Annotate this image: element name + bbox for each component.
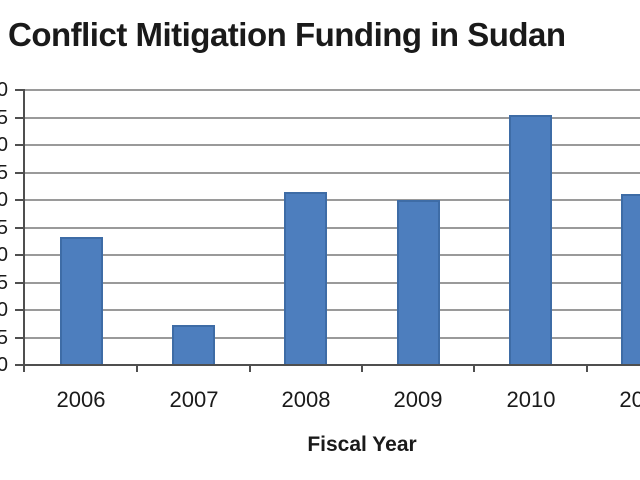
y-axis-tick: [15, 309, 25, 311]
gridline: [23, 172, 640, 174]
y-axis-tick: [15, 172, 25, 174]
gridline: [23, 282, 640, 284]
x-tick-label: 2006: [56, 387, 106, 412]
y-tick-label: 45: [0, 107, 8, 129]
x-tick-label: 2011: [619, 387, 640, 412]
y-tick-label: 40: [0, 134, 8, 156]
gridline: [23, 254, 640, 256]
chart-title: Conflict Mitigation Funding in Sudan: [8, 16, 566, 53]
y-tick-label: 15: [0, 272, 8, 294]
bar: [172, 325, 215, 365]
x-axis-title: Fiscal Year: [307, 433, 417, 456]
bar: [509, 115, 552, 365]
x-axis-line: [23, 364, 640, 366]
y-axis-tick: [15, 199, 25, 201]
x-axis-tick: [586, 366, 588, 372]
bar: [60, 237, 103, 365]
x-tick-label: 2008: [281, 387, 331, 412]
y-axis-tick: [15, 364, 25, 366]
y-axis-line: [23, 90, 25, 372]
bar: [284, 192, 327, 365]
y-tick-label: 25: [0, 217, 8, 239]
y-axis-tick: [15, 282, 25, 284]
y-tick-label: 35: [0, 162, 8, 184]
x-axis-tick: [361, 366, 363, 372]
y-axis-tick: [15, 117, 25, 119]
x-tick-label: 2010: [506, 387, 556, 412]
y-tick-label: 10: [0, 299, 8, 321]
x-tick-label: 2007: [169, 387, 219, 412]
x-axis-tick: [136, 366, 138, 372]
y-axis-tick: [15, 254, 25, 256]
y-axis-tick: [15, 144, 25, 146]
gridline: [23, 144, 640, 146]
gridline: [23, 117, 640, 119]
y-tick-label: 30: [0, 189, 8, 211]
x-axis-tick: [473, 366, 475, 372]
gridline: [23, 199, 640, 201]
y-tick-label: 50: [0, 79, 8, 101]
gridline: [23, 89, 640, 91]
y-axis-tick: [15, 227, 25, 229]
gridline: [23, 309, 640, 311]
y-tick-label: 5: [0, 327, 8, 349]
x-tick-label: 2009: [393, 387, 443, 412]
y-tick-label: 20: [0, 244, 8, 266]
y-tick-label: 0: [0, 354, 8, 376]
x-axis-tick: [249, 366, 251, 372]
bar: [397, 200, 440, 365]
y-axis-tick: [15, 337, 25, 339]
y-axis-tick: [15, 89, 25, 91]
gridline: [23, 227, 640, 229]
bar: [621, 194, 640, 365]
gridline: [23, 337, 640, 339]
